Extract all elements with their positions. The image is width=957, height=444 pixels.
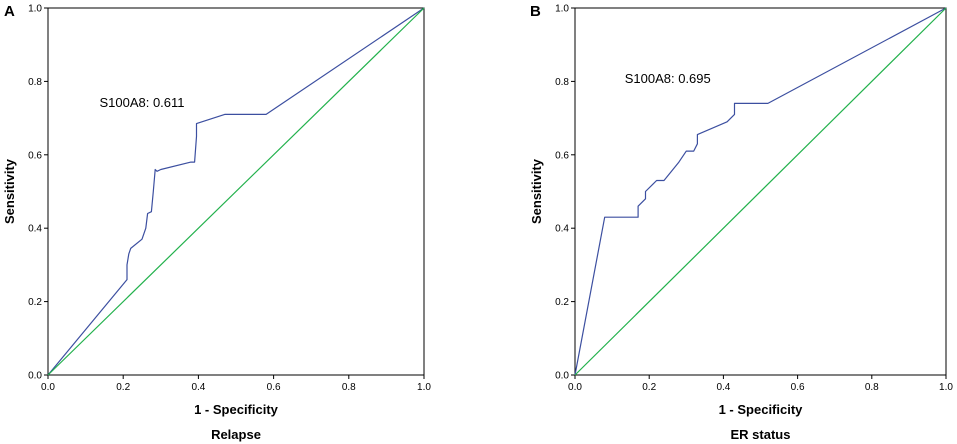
panel-caption: ER status: [731, 427, 791, 442]
x-axis-title: 1 - Specificity: [194, 402, 279, 417]
y-tick-label: 0.8: [28, 77, 42, 88]
x-tick-label: 1.0: [417, 382, 431, 393]
panel-caption: Relapse: [211, 427, 261, 442]
x-tick-label: 0.4: [191, 382, 205, 393]
reference-line: [574, 7, 947, 376]
x-tick-label: 0.6: [791, 382, 805, 393]
x-tick-label: 1.0: [939, 382, 953, 393]
reference-line: [47, 7, 425, 376]
x-tick-label: 0.0: [41, 382, 55, 393]
panel-b-er-status: B 0.0 0.2 0.4 0.6 0.8 1.0 0.0 0.2 0.4 0.6 0.8 1.0 1 -…: [529, 3, 953, 442]
panel-letter: B: [530, 3, 541, 20]
y-tick-label: 0.6: [28, 150, 42, 161]
y-tick-label: 0.2: [555, 297, 569, 308]
x-tick-label: 0.2: [116, 382, 130, 393]
x-axis-title: 1 - Specificity: [719, 402, 804, 417]
roc-curve-s100a8: [47, 7, 425, 376]
x-tick-label: 0.8: [865, 382, 879, 393]
x-tick-label: 0.6: [267, 382, 281, 393]
y-tick-label: 0.8: [555, 77, 569, 88]
auc-annotation: S100A8: 0.611: [99, 95, 184, 110]
x-tick-label: 0.4: [716, 382, 730, 393]
panel-letter: A: [4, 3, 15, 20]
x-tick-label: 0.2: [642, 382, 656, 393]
y-axis-title: Sensitivity: [529, 158, 544, 224]
y-tick-label: 0.4: [555, 224, 569, 235]
y-tick-label: 0.0: [28, 371, 42, 382]
y-tick-label: 0.4: [28, 224, 42, 235]
y-tick-label: 1.0: [555, 4, 569, 15]
y-tick-label: 0.2: [28, 297, 42, 308]
roc-curve-s100a8: [574, 7, 947, 376]
y-axis-title: Sensitivity: [2, 158, 17, 224]
y-tick-label: 1.0: [28, 4, 42, 15]
x-tick-label: 0.8: [342, 382, 356, 393]
x-tick-label: 0.0: [568, 382, 582, 393]
y-tick-label: 0.0: [555, 371, 569, 382]
y-tick-label: 0.6: [555, 150, 569, 161]
panel-a-relapse: A 0.0 0.2 0.4 0.6 0.8 1.0 0.0 0.2 0.4 0.6 0.8 1.0 1 -…: [2, 3, 431, 442]
auc-annotation: S100A8: 0.695: [625, 71, 711, 86]
